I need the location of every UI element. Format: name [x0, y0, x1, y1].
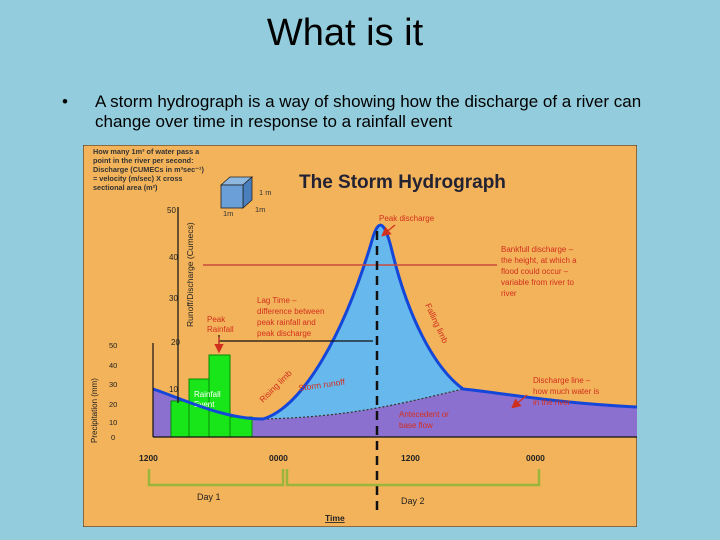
- time-axis-label: Time: [325, 513, 345, 523]
- cumecs-note-line: sectional area (m²): [93, 183, 158, 192]
- lag-time-line: peak rainfall and: [257, 318, 316, 327]
- precipitation-tick: 30: [109, 380, 117, 389]
- day-1-bracket: [147, 469, 285, 487]
- discharge-axis-label: Runoff/Discharge (Cumecs): [185, 222, 195, 327]
- rainfall-bar: [229, 416, 253, 438]
- time-tick: 1200: [139, 453, 158, 463]
- discharge-line-text: in the river: [533, 398, 571, 407]
- lag-time-line: Lag Time –: [257, 296, 297, 305]
- rainfall-event-label: Rainfall: [194, 390, 221, 399]
- cumecs-note-line: How many 1m³ of water pass a: [93, 147, 200, 156]
- cumecs-note-line: = velocity (m/sec) X cross: [93, 174, 182, 183]
- peak-discharge-label: Peak discharge: [379, 214, 435, 223]
- cumecs-note: How many 1m³ of water pass a point in th…: [93, 147, 204, 192]
- precipitation-ticks: 50 40 30 20 10 0: [109, 341, 117, 442]
- day-1-label: Day 1: [197, 492, 221, 502]
- bullet-icon: •: [62, 92, 68, 111]
- peak-discharge-arrow: [381, 224, 396, 237]
- cumecs-note-line: point in the river per second:: [93, 156, 194, 165]
- storm-runoff-area: [263, 225, 463, 419]
- rainfall-bar: [170, 400, 190, 438]
- discharge-line-annotation: Discharge line – how much water is in th…: [533, 376, 599, 407]
- discharge-line-arrow: [511, 394, 528, 409]
- peak-rainfall-label: Rainfall: [207, 325, 234, 334]
- bankfull-line-text: the height, at which a: [501, 256, 577, 265]
- precipitation-tick: 50: [109, 341, 117, 350]
- discharge-tick: 20: [171, 338, 180, 347]
- cube-depth-label: 1m: [255, 205, 265, 214]
- discharge-line-text: how much water is: [533, 387, 599, 396]
- bankfull-annotation: Bankfull discharge – the height, at whic…: [501, 245, 577, 298]
- precipitation-tick: 10: [109, 418, 117, 427]
- day-2-bracket: [285, 469, 541, 487]
- time-tick: 0000: [269, 453, 288, 463]
- discharge-tick: 10: [169, 385, 178, 394]
- slide-title: What is it: [266, 12, 424, 54]
- base-flow-separation-line: [262, 388, 464, 420]
- cumecs-note-line: Discharge (CUMECs in m³sec⁻¹): [93, 165, 204, 174]
- precipitation-axis-label: Precipitation (mm): [90, 378, 99, 443]
- base-flow-label: Antecedent or: [399, 410, 449, 419]
- diagram-title: The Storm Hydrograph: [299, 172, 506, 193]
- time-ticks: 1200 0000 1200 0000: [139, 453, 545, 463]
- precipitation-tick: 20: [109, 400, 117, 409]
- discharge-tick: 50: [167, 206, 176, 215]
- base-flow-label: base flow: [399, 421, 433, 430]
- precipitation-tick: 0: [111, 433, 115, 442]
- time-tick: 0000: [526, 453, 545, 463]
- discharge-tick: 30: [169, 294, 178, 303]
- lag-time-line: peak discharge: [257, 329, 312, 338]
- bankfull-line-text: Bankfull discharge –: [501, 245, 574, 254]
- day-2-label: Day 2: [401, 496, 425, 506]
- lag-time-line: difference between: [257, 307, 324, 316]
- bankfull-line-text: variable from river to: [501, 278, 574, 287]
- rainfall-bars: [170, 354, 253, 438]
- cube-width-label: 1m: [223, 209, 233, 218]
- rainfall-event-label: Event: [194, 400, 215, 409]
- bankfull-line-text: flood could occur –: [501, 267, 569, 276]
- peak-rainfall-label: Peak: [207, 315, 226, 324]
- cube-side-label: 1 m: [259, 188, 272, 197]
- discharge-tick: 40: [169, 253, 178, 262]
- lag-time-annotation: Lag Time – difference between peak rainf…: [257, 296, 324, 338]
- discharge-ticks: 50 40 30 20 10: [167, 206, 180, 394]
- time-tick: 1200: [401, 453, 420, 463]
- discharge-line-text: Discharge line –: [533, 376, 591, 385]
- bullet-text: A storm hydrograph is a way of showing h…: [95, 92, 642, 131]
- precipitation-tick: 40: [109, 361, 117, 370]
- storm-hydrograph-diagram: Rainfall Event 50 40 30 20 10 50 40 30 2…: [83, 145, 637, 527]
- bankfull-line-text: river: [501, 289, 517, 298]
- cube-icon: [219, 176, 254, 209]
